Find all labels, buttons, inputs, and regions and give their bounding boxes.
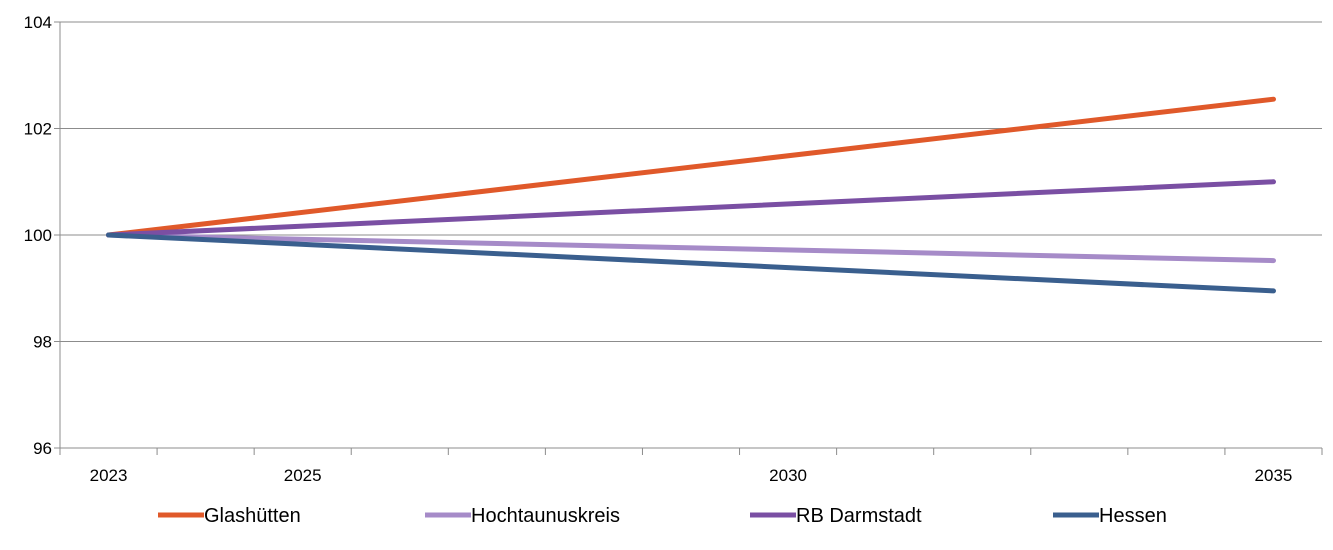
- x-tick-label: 2025: [284, 466, 322, 485]
- x-tick-label: 2035: [1255, 466, 1293, 485]
- legend: Glashütten Hochtaunuskreis RB Darmstadt Hes…: [158, 505, 1167, 527]
- y-tick-label: 104: [24, 13, 52, 32]
- x-tick-label: 2030: [769, 466, 807, 485]
- series-line-glash-tten: [106, 96, 1276, 238]
- x-tick-labels: 2023 2025 2030 2035: [90, 466, 1293, 485]
- legend-label: Hochtaunuskreis: [471, 505, 620, 527]
- series-lines: [106, 96, 1276, 294]
- legend-label: Hessen: [1099, 505, 1167, 527]
- series-line-hochtaunuskreis: [106, 232, 1276, 264]
- y-tick-labels: 96 98 100 102 104: [24, 13, 52, 458]
- series-line-rb-darmstadt: [106, 179, 1276, 238]
- gridlines: [60, 21, 1322, 342]
- y-tick-label: 98: [33, 333, 52, 352]
- legend-label: Glashütten: [204, 505, 301, 527]
- y-tick-label: 96: [33, 439, 52, 458]
- x-tick-label: 2023: [90, 466, 128, 485]
- y-tick-label: 102: [24, 120, 52, 139]
- y-tick-label: 100: [24, 226, 52, 245]
- legend-label: RB Darmstadt: [796, 505, 922, 527]
- series-line-hessen: [106, 232, 1276, 294]
- axes: [54, 21, 1323, 455]
